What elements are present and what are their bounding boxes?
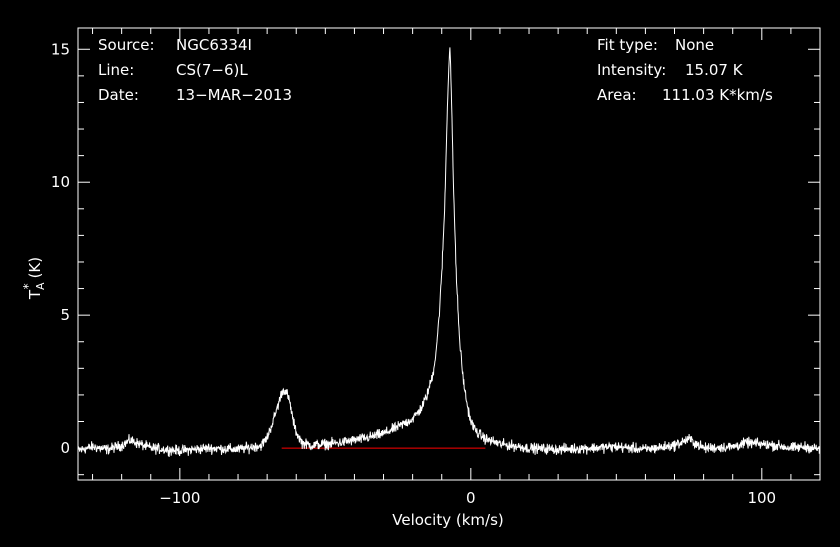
y-tick-label: 10 (51, 173, 70, 191)
x-tick-label: −100 (159, 489, 200, 507)
line-value: CS(7−6)L (176, 61, 248, 79)
x-axis-label: Velocity (km/s) (392, 511, 503, 529)
area-value: 111.03 K*km/s (662, 86, 773, 104)
info-right: Fit type: None Intensity: 15.07 K Area: … (597, 36, 773, 104)
y-tick-label: 15 (51, 40, 70, 58)
date-label: Date: (98, 86, 139, 104)
y-axis-label-unit: (K) (26, 257, 44, 279)
svg-text:TA*(K): TA* (K) (21, 257, 47, 300)
source-value: NGC6334I (176, 36, 252, 54)
source-label: Source: (98, 36, 155, 54)
x-tick-label: 0 (466, 489, 476, 507)
y-tick-label: 5 (60, 306, 70, 324)
y-tick-label: 0 (60, 439, 70, 457)
info-left: Source: NGC6334I Line: CS(7−6)L Date: 13… (98, 36, 292, 104)
axis-tick-labels: −100 0 100 0 5 10 15 (51, 40, 776, 507)
line-label: Line: (98, 61, 134, 79)
y-axis-label-symbol: T (26, 289, 44, 300)
intensity-value: 15.07 K (685, 61, 744, 79)
intensity-label: Intensity: (597, 61, 666, 79)
y-axis-label-sup: * (21, 283, 35, 289)
date-value: 13−MAR−2013 (176, 86, 292, 104)
y-axis-label: TA* (K) (21, 257, 47, 300)
y-axis-label-sub: A (34, 282, 47, 290)
x-tick-label: 100 (747, 489, 776, 507)
fit-type-label: Fit type: (597, 36, 658, 54)
area-label: Area: (597, 86, 637, 104)
plot-frame (77, 27, 821, 481)
fit-type-value: None (675, 36, 714, 54)
spectrum-series (77, 47, 821, 458)
